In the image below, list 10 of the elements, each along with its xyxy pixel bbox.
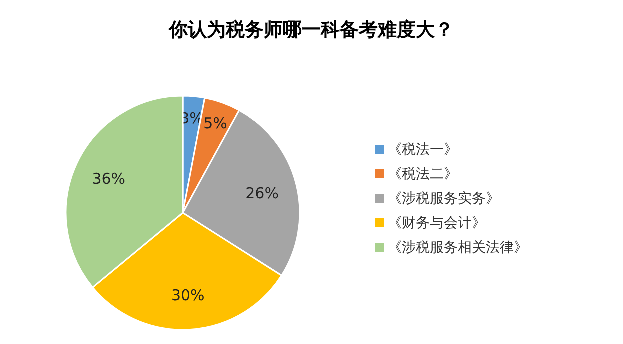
legend-label: 《涉税服务相关法律》 bbox=[388, 240, 528, 256]
legend-label: 《税法二》 bbox=[388, 166, 458, 182]
chart-title: 你认为税务师哪一科备考难度大？ bbox=[168, 19, 454, 41]
legend-label: 《涉税服务实务》 bbox=[388, 191, 500, 207]
data-label: 5% bbox=[204, 114, 228, 133]
data-label: 26% bbox=[246, 184, 279, 203]
data-label: 30% bbox=[171, 286, 205, 305]
legend-label: 《财务与会计》 bbox=[388, 216, 486, 232]
legend-label: 《税法一》 bbox=[388, 142, 458, 158]
data-label: 36% bbox=[92, 170, 126, 188]
